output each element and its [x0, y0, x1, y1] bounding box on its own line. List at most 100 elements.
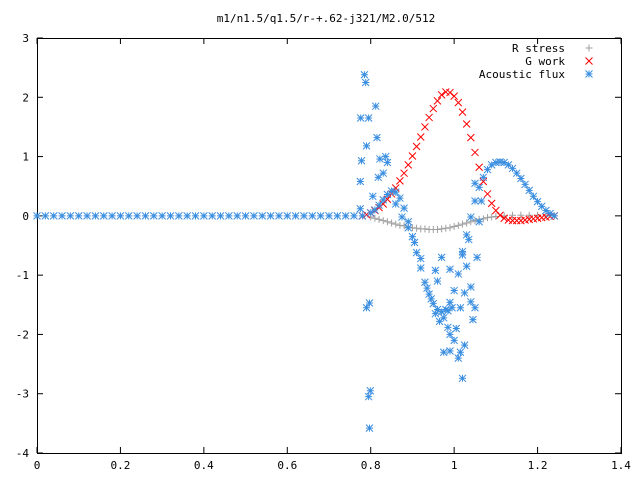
g-work-point — [462, 120, 471, 128]
g-work-point — [483, 190, 492, 198]
r-stress-point — [375, 215, 383, 223]
acoustic-flux-point — [466, 213, 475, 221]
acoustic-flux-point — [462, 262, 471, 271]
r-stress-point — [383, 218, 391, 226]
g-work-point — [475, 163, 484, 172]
acoustic-flux-point — [375, 201, 383, 210]
acoustic-flux-point — [460, 341, 469, 349]
acoustic-flux-point — [433, 305, 442, 314]
series-r-stress — [367, 211, 558, 233]
r-stress-point — [371, 214, 379, 222]
acoustic-flux-point — [435, 317, 444, 326]
acoustic-flux-point — [466, 297, 475, 306]
acoustic-flux-point — [373, 133, 381, 142]
x-tick-label: 1.2 — [528, 459, 548, 472]
x-tick-label: 0 — [34, 459, 41, 472]
acoustic-flux-point — [379, 195, 388, 204]
acoustic-flux-point — [225, 212, 233, 220]
acoustic-flux-point — [362, 303, 371, 312]
g-work-point — [466, 133, 475, 142]
legend-marker — [585, 70, 593, 78]
acoustic-flux-point — [452, 324, 461, 333]
acoustic-flux-point — [33, 212, 41, 220]
acoustic-flux-point — [437, 253, 446, 262]
x-tick-label: 1.4 — [611, 459, 631, 472]
acoustic-flux-point — [74, 212, 83, 220]
acoustic-flux-point — [233, 212, 242, 220]
acoustic-flux-point — [356, 204, 365, 213]
g-work-point — [471, 148, 479, 157]
acoustic-flux-point — [471, 179, 479, 188]
acoustic-flux-point — [446, 330, 454, 339]
acoustic-flux-point — [396, 194, 404, 202]
g-work-point — [416, 133, 425, 141]
acoustic-flux-point — [469, 315, 477, 324]
g-work-point — [496, 211, 504, 220]
r-stress-point — [450, 223, 458, 231]
acoustic-flux-point — [416, 264, 425, 272]
acoustic-flux-point — [517, 174, 525, 183]
x-tick-label: 0.6 — [277, 459, 297, 472]
acoustic-flux-point — [116, 212, 125, 220]
r-stress-point — [454, 221, 462, 229]
acoustic-flux-point — [316, 212, 325, 220]
legend-marker — [585, 57, 593, 65]
acoustic-flux-point — [49, 212, 58, 220]
acoustic-flux-point — [356, 114, 365, 122]
g-work-point — [487, 199, 496, 208]
r-stress-point — [463, 219, 471, 227]
acoustic-flux-point — [341, 212, 350, 220]
r-stress-point — [488, 213, 496, 221]
acoustic-flux-point — [183, 212, 192, 220]
r-stress-point — [421, 225, 429, 233]
acoustic-flux-point — [166, 212, 175, 220]
g-work-point — [429, 104, 438, 113]
acoustic-flux-point — [473, 253, 481, 262]
acoustic-flux-point — [408, 232, 417, 241]
g-work-point — [500, 214, 509, 223]
acoustic-flux-point — [333, 212, 342, 220]
g-work-point — [437, 91, 446, 99]
acoustic-flux-point — [471, 197, 479, 205]
acoustic-flux-point — [362, 142, 371, 150]
x-tick-label: 0.4 — [194, 459, 214, 472]
g-work-point — [433, 96, 442, 105]
g-work-point — [404, 161, 413, 169]
acoustic-flux-point — [358, 212, 367, 220]
g-work-point — [425, 113, 433, 122]
acoustic-flux-point — [462, 230, 471, 239]
acoustic-flux-point — [258, 212, 267, 220]
g-work-point — [454, 98, 463, 107]
acoustic-flux-point — [174, 212, 183, 220]
acoustic-flux-point — [376, 155, 384, 163]
acoustic-flux-point — [479, 173, 488, 182]
acoustic-flux-point — [471, 303, 479, 312]
acoustic-flux-point — [291, 212, 300, 220]
acoustic-flux-point — [404, 223, 413, 232]
acoustic-flux-point — [508, 164, 517, 173]
acoustic-flux-point — [450, 286, 458, 295]
acoustic-flux-point — [454, 354, 463, 362]
acoustic-flux-point — [458, 374, 467, 383]
acoustic-flux-point — [431, 266, 440, 275]
acoustic-flux-point — [550, 212, 559, 220]
y-tick-label: -3 — [16, 388, 29, 401]
acoustic-flux-point — [492, 158, 500, 167]
acoustic-flux-point — [439, 348, 448, 357]
acoustic-flux-point — [191, 212, 200, 220]
acoustic-flux-point — [475, 183, 484, 192]
acoustic-flux-point — [421, 278, 429, 287]
acoustic-flux-point — [361, 78, 370, 87]
acoustic-flux-point — [446, 347, 454, 355]
acoustic-flux-point — [400, 204, 408, 213]
acoustic-flux-point — [391, 188, 400, 196]
r-stress-point — [517, 211, 525, 219]
g-work-point — [458, 108, 467, 116]
acoustic-flux-point — [216, 212, 225, 220]
acoustic-flux-point — [283, 212, 292, 220]
acoustic-flux-point — [460, 289, 469, 297]
acoustic-flux-point — [356, 177, 365, 186]
acoustic-flux-point — [439, 313, 448, 322]
y-tick-label: 1 — [22, 151, 29, 164]
